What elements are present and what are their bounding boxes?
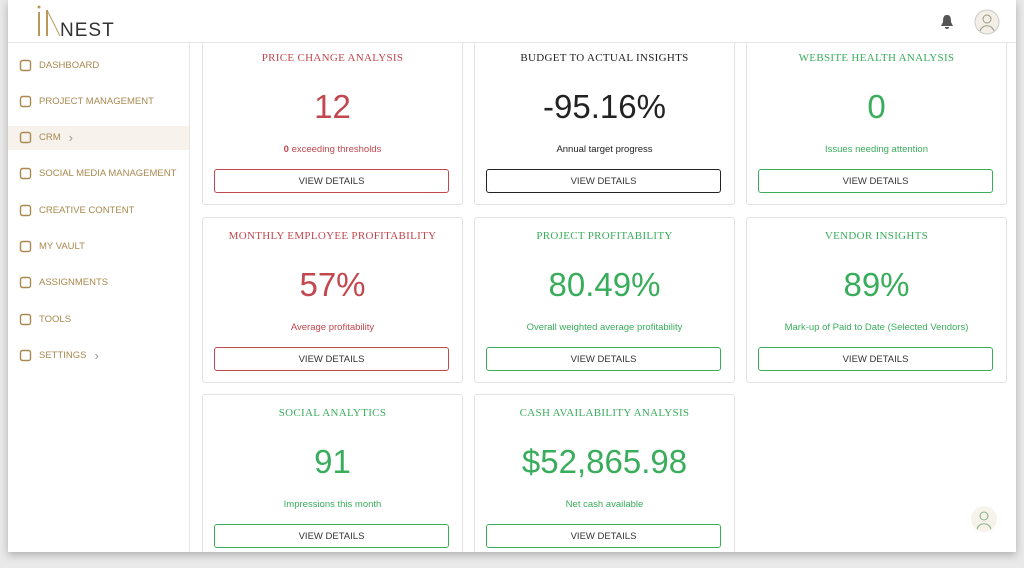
nav-item[interactable]: SETTINGS › bbox=[8, 343, 189, 367]
nav-item[interactable]: ASSIGNMENTS bbox=[8, 271, 189, 295]
kpi-card: VENDOR INSIGHTS 89% Mark-up of Paid to Dat… bbox=[746, 217, 1007, 383]
kpi-card: WEBSITE HEALTH ANALYSIS 0 Issues needing a… bbox=[746, 43, 1007, 205]
caption-text: Issues needing attention bbox=[825, 144, 928, 155]
kpi-card: SOCIAL ANALYTICS 91 Impressions this month… bbox=[202, 394, 463, 552]
chevron: › bbox=[94, 347, 99, 363]
caption-text: Mark-up of Paid to Date (Selected Vendor… bbox=[784, 322, 969, 333]
caption-text: exceeding thresholds bbox=[291, 144, 382, 155]
nav-item[interactable]: PROJECT MANAGEMENT bbox=[8, 89, 189, 113]
card-title: PROJECT PROFITABILITY bbox=[536, 230, 673, 242]
card-value: $52,865.98 bbox=[521, 443, 688, 480]
kpi-card: CASH AVAILABILITY ANALYSIS $52,865.98 Net … bbox=[474, 394, 735, 552]
view-details-button[interactable]: VIEW DETAILS bbox=[758, 169, 993, 193]
nav-label: MY VAULT bbox=[39, 241, 85, 252]
logo-text: NEST bbox=[60, 20, 115, 41]
nav-label: SETTINGS bbox=[39, 349, 87, 361]
view-details-button[interactable]: VIEW DETAILS bbox=[214, 347, 449, 371]
card-value: -95.16% bbox=[543, 88, 666, 125]
card-value: 80.49% bbox=[548, 266, 661, 303]
nav-label: DASHBOARD bbox=[39, 59, 100, 71]
kpi-card: PROJECT PROFITABILITY 80.49% Overall weigh… bbox=[474, 217, 735, 383]
nav-icon bbox=[19, 59, 32, 71]
nav-label: SOCIAL MEDIA MANAGEMENT bbox=[39, 168, 177, 180]
nav-icon bbox=[19, 131, 32, 144]
nav-icon bbox=[19, 240, 32, 253]
caption-value: 0 bbox=[283, 144, 289, 155]
kpi-card: MONTHLY EMPLOYEE PROFITABILITY 57% Average… bbox=[202, 217, 463, 383]
caption-text: Net cash available bbox=[565, 499, 644, 510]
card-caption: Average profitability bbox=[203, 322, 462, 333]
card-title: SOCIAL ANALYTICS bbox=[278, 407, 387, 419]
card-title: CASH AVAILABILITY ANALYSIS bbox=[519, 407, 690, 419]
logo-mark bbox=[37, 5, 61, 37]
view-details-button[interactable]: VIEW DETAILS bbox=[214, 524, 449, 548]
card-caption: Issues needing attention bbox=[747, 144, 1006, 155]
card-value: 57% bbox=[299, 266, 366, 303]
view-details-button[interactable]: VIEW DETAILS bbox=[486, 347, 721, 371]
card-caption: Net cash available bbox=[475, 499, 734, 510]
nav-item[interactable]: TOOLS bbox=[8, 307, 189, 331]
card-title: MONTHLY EMPLOYEE PROFITABILITY bbox=[228, 230, 437, 242]
chevron: › bbox=[68, 130, 73, 146]
nav-icon bbox=[19, 277, 32, 289]
card-caption: Mark-up of Paid to Date (Selected Vendor… bbox=[747, 322, 1006, 333]
nav-label: CREATIVE CONTENT bbox=[39, 204, 135, 216]
card-value: 0 bbox=[867, 88, 886, 125]
header: NEST bbox=[8, 0, 1016, 43]
card-value: 89% bbox=[843, 266, 910, 303]
caption-text: Overall weighted average profitability bbox=[526, 322, 683, 333]
card-value: 12 bbox=[314, 88, 351, 125]
sidebar: DASHBOARD PROJECT MANAGEMENT CRM › SOCIAL ME… bbox=[8, 43, 190, 552]
kpi-card: PRICE CHANGE ANALYSIS 12 0 exceeding thres… bbox=[202, 43, 463, 205]
nav-item[interactable]: SOCIAL MEDIA MANAGEMENT bbox=[8, 162, 189, 186]
card-title: WEBSITE HEALTH ANALYSIS bbox=[798, 52, 955, 64]
nav-item[interactable]: DASHBOARD bbox=[8, 53, 189, 77]
nav-item[interactable]: CREATIVE CONTENT bbox=[8, 198, 189, 222]
card-value: 91 bbox=[314, 443, 351, 480]
card-caption: 0 exceeding thresholds bbox=[203, 144, 462, 155]
view-details-button[interactable]: VIEW DETAILS bbox=[758, 347, 993, 371]
card-caption: Annual target progress bbox=[475, 144, 734, 155]
dashboard-grid: PRICE CHANGE ANALYSIS 12 0 exceeding thres… bbox=[190, 43, 1016, 552]
nav-icon bbox=[19, 168, 32, 180]
view-details-button[interactable]: VIEW DETAILS bbox=[486, 524, 721, 548]
caption-text: Average profitability bbox=[290, 322, 375, 333]
nav-icon bbox=[19, 349, 32, 362]
nav-icon bbox=[19, 204, 32, 216]
nav-icon bbox=[19, 313, 32, 325]
user-avatar[interactable] bbox=[974, 9, 1000, 35]
assistant-avatar[interactable] bbox=[970, 505, 998, 533]
card-title: VENDOR INSIGHTS bbox=[824, 230, 929, 242]
nav-icon bbox=[19, 95, 32, 107]
card-title: BUDGET TO ACTUAL INSIGHTS bbox=[520, 52, 689, 64]
nav-label: CRM bbox=[39, 132, 61, 144]
nav-label: TOOLS bbox=[39, 313, 72, 325]
view-details-button[interactable]: VIEW DETAILS bbox=[214, 169, 449, 193]
caption-text: Annual target progress bbox=[556, 144, 653, 155]
nav-label: ASSIGNMENTS bbox=[39, 277, 109, 289]
card-caption: Impressions this month bbox=[203, 499, 462, 510]
caption-text: Impressions this month bbox=[283, 499, 382, 510]
nav-label: PROJECT MANAGEMENT bbox=[39, 95, 154, 107]
card-title: PRICE CHANGE ANALYSIS bbox=[261, 52, 404, 64]
view-details-button[interactable]: VIEW DETAILS bbox=[486, 169, 721, 193]
nav-item[interactable]: MY VAULT bbox=[8, 235, 189, 259]
card-caption: Overall weighted average profitability bbox=[475, 322, 734, 333]
notification-bell[interactable] bbox=[940, 14, 954, 30]
kpi-card: BUDGET TO ACTUAL INSIGHTS -95.16% Annual t… bbox=[474, 43, 735, 205]
app-window: NEST DASHBOARD PROJECT MANAGEMENT CRM › SOCI… bbox=[8, 0, 1016, 552]
nav-item[interactable]: CRM › bbox=[8, 125, 189, 150]
